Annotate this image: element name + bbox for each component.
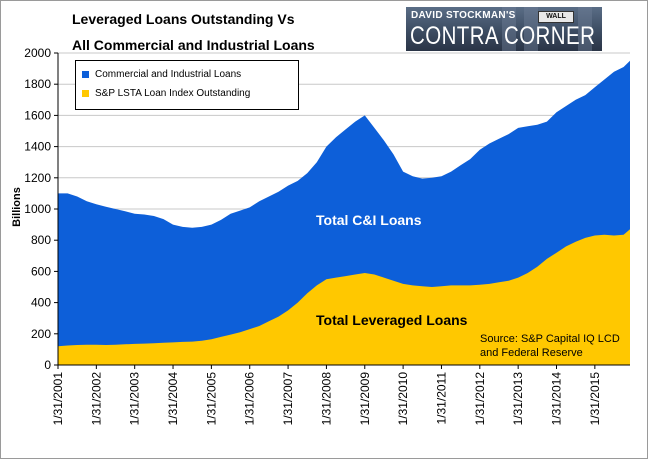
logo-wall-street-sign: WALL [538, 11, 574, 23]
y-tick-label: 400 [31, 296, 51, 310]
annotations: Total C&I Loans Total Leveraged Loans Sour… [316, 212, 620, 359]
legend-label-leveraged: S&P LSTA Loan Index Outstanding [95, 88, 251, 99]
y-axis-label: Billions [11, 187, 23, 227]
chart-title-line1: Leveraged Loans Outstanding Vs [72, 11, 295, 27]
source-note-line2: and Federal Reserve [480, 347, 583, 359]
y-tick-label: 1000 [24, 202, 51, 216]
x-tick-label: 1/31/2011 [435, 372, 449, 425]
x-tick-label: 1/31/2005 [204, 372, 218, 426]
x-tick-label: 1/31/2012 [473, 372, 487, 426]
logo-building-shape [524, 7, 538, 51]
source-note-line1: Source: S&P Capital IQ LCD [480, 333, 620, 345]
logo-building-shape [502, 7, 516, 51]
y-tick-label: 1400 [24, 140, 51, 154]
y-tick-label: 600 [31, 264, 51, 278]
legend-swatch-leveraged [82, 90, 89, 97]
x-tick-label: 1/31/2001 [51, 372, 65, 426]
annotation-total-ci: Total C&I Loans [316, 212, 422, 228]
x-tick-label: 1/31/2006 [243, 372, 257, 426]
x-tick-label: 1/31/2002 [89, 372, 103, 426]
legend-swatch-ci [82, 71, 89, 78]
x-tick-label: 1/31/2007 [281, 372, 295, 426]
y-tick-label: 0 [44, 358, 51, 372]
x-tick-label: 1/31/2004 [166, 372, 180, 426]
series-areas [58, 60, 630, 366]
logo-line1: DAVID STOCKMAN'S [411, 10, 516, 21]
x-tick-label: 1/31/2014 [550, 372, 564, 426]
logo-building-shape [578, 7, 592, 51]
chart-title-line2: All Commercial and Industrial Loans [72, 37, 315, 53]
y-tick-label: 2000 [24, 46, 51, 60]
y-tick-label: 200 [31, 327, 51, 341]
legend: Commercial and Industrial Loans S&P LSTA… [75, 60, 299, 110]
legend-label-ci: Commercial and Industrial Loans [95, 69, 242, 80]
x-tick-label: 1/31/2003 [128, 372, 142, 426]
series-area-leveraged [58, 229, 630, 365]
axes: 0 200 400 600 800 1000 1200 1400 1600 1800 2000 Bil… [11, 46, 630, 425]
y-tick-label: 1600 [24, 108, 51, 122]
x-tick-label: 1/31/2013 [511, 372, 525, 426]
x-tick-label: 1/31/2008 [319, 372, 333, 426]
y-tick-label: 1200 [24, 171, 51, 185]
logo-line2: CONTRA CORNER [410, 22, 596, 50]
x-tick-label: 1/31/2009 [358, 372, 372, 426]
y-tick-label: 1800 [24, 77, 51, 91]
x-tick-label: 1/31/2010 [396, 372, 410, 426]
contra-corner-logo: WALL DAVID STOCKMAN'S CONTRA CORNER [406, 7, 602, 51]
annotation-total-leveraged: Total Leveraged Loans [316, 312, 468, 328]
x-tick-label: 1/31/2015 [588, 372, 602, 426]
y-tick-label: 800 [31, 233, 51, 247]
